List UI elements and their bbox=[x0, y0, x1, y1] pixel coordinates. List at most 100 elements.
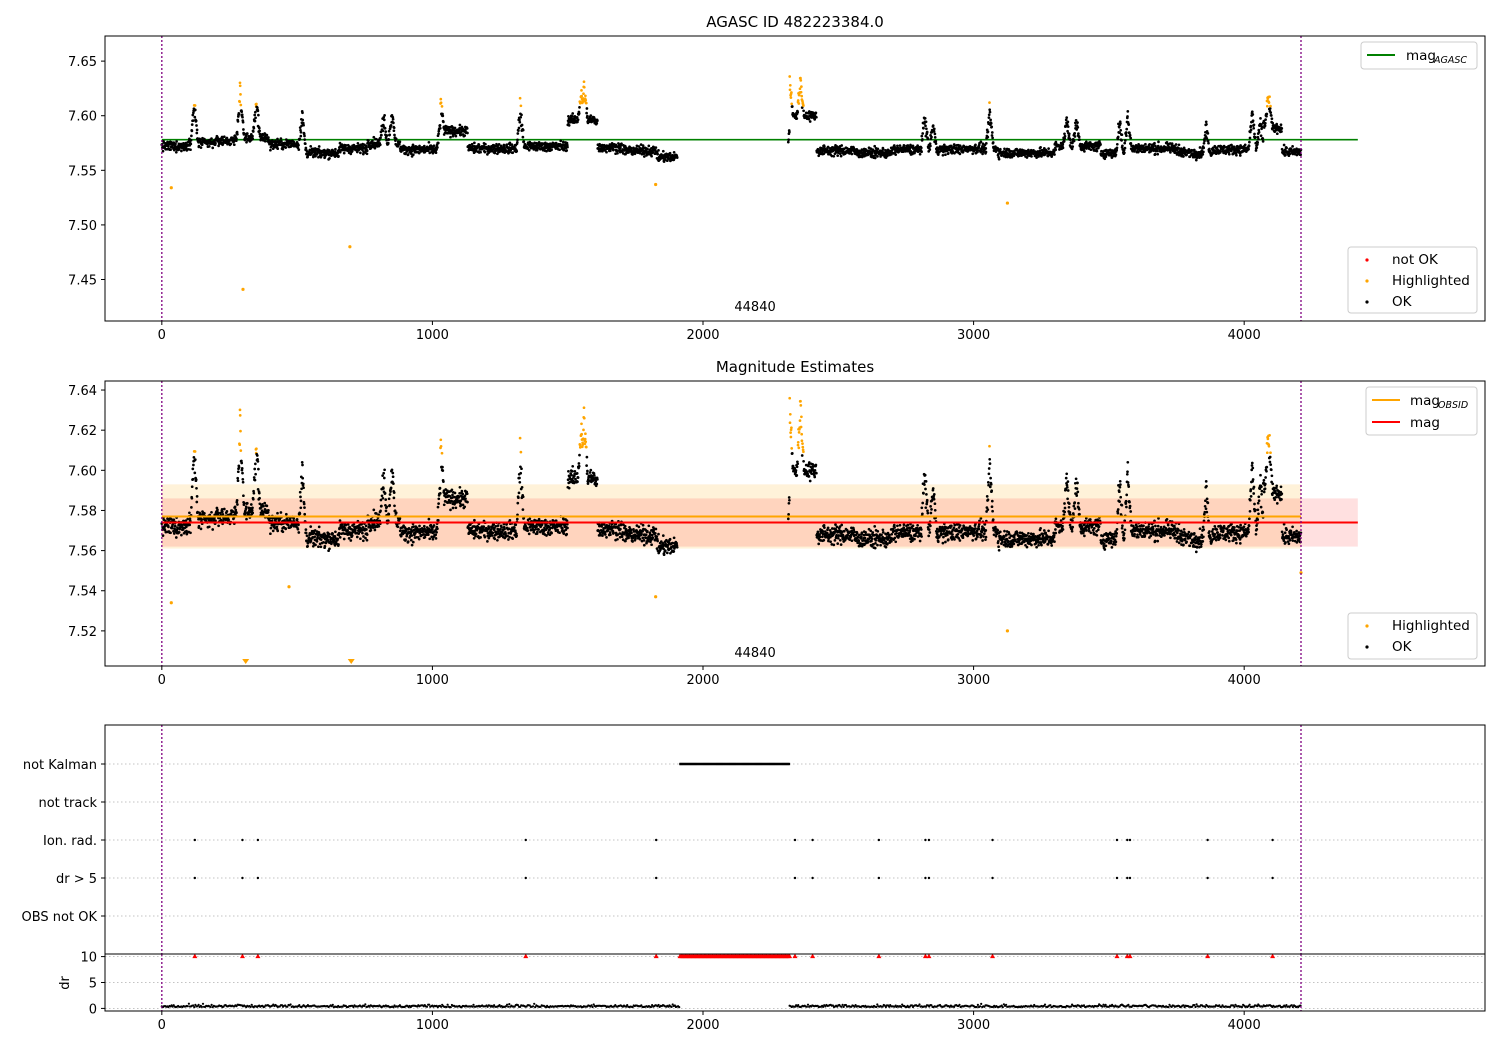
point-ok bbox=[1126, 115, 1129, 118]
point-ok bbox=[422, 524, 426, 528]
point-ok bbox=[461, 503, 465, 507]
point-ok bbox=[193, 458, 197, 461]
point-ok bbox=[256, 109, 260, 113]
point-ok bbox=[383, 468, 386, 472]
point-ok bbox=[567, 114, 570, 118]
point-ok bbox=[427, 140, 431, 144]
point-ok bbox=[477, 143, 481, 147]
point-ok bbox=[493, 537, 497, 541]
obsid-label: 44840 bbox=[734, 300, 775, 315]
point-ok bbox=[457, 495, 461, 499]
point-ok bbox=[494, 524, 498, 528]
point-ok bbox=[1243, 143, 1247, 147]
point-ok bbox=[236, 132, 239, 136]
point-ok bbox=[191, 467, 195, 471]
point-highlighted bbox=[238, 100, 242, 104]
point-ok bbox=[517, 496, 520, 500]
point-ok bbox=[302, 123, 305, 127]
point-ok bbox=[616, 151, 619, 155]
point-highlighted bbox=[439, 438, 443, 442]
point-ok bbox=[428, 537, 432, 541]
point-ok bbox=[902, 143, 906, 147]
point-ok bbox=[237, 466, 241, 469]
point-ok bbox=[255, 106, 259, 109]
point-ok bbox=[1074, 118, 1078, 122]
point-ok bbox=[355, 535, 359, 539]
point-ok bbox=[441, 465, 444, 469]
point-ok bbox=[1119, 122, 1122, 125]
point-ok bbox=[342, 537, 346, 541]
point-ok bbox=[256, 460, 260, 463]
point-ok bbox=[169, 531, 172, 535]
point-ok bbox=[385, 134, 389, 137]
point-ok bbox=[450, 488, 454, 492]
point-ok bbox=[411, 153, 415, 157]
point-ok bbox=[216, 137, 220, 141]
point-ok bbox=[1270, 117, 1274, 121]
point-ok bbox=[184, 519, 188, 523]
point-ok bbox=[434, 533, 438, 537]
point-ok bbox=[642, 155, 646, 158]
point-ok bbox=[1256, 141, 1260, 144]
point-ok bbox=[1198, 146, 1202, 149]
point-ok bbox=[301, 482, 305, 486]
point-ok bbox=[518, 480, 522, 484]
point-ok bbox=[255, 454, 259, 457]
point-ok bbox=[256, 488, 260, 491]
point-ok bbox=[546, 142, 549, 146]
point-ok bbox=[984, 147, 988, 150]
point-ok bbox=[576, 120, 579, 124]
point-ok bbox=[314, 543, 317, 547]
point-ok bbox=[1061, 142, 1065, 146]
point-ok bbox=[933, 136, 937, 139]
point-ok bbox=[192, 463, 195, 467]
point-ok bbox=[1155, 149, 1159, 153]
point-ok bbox=[1035, 156, 1038, 159]
point-ok bbox=[558, 148, 561, 152]
point-ok bbox=[451, 493, 454, 497]
point-ok bbox=[1157, 140, 1160, 144]
point-outlier bbox=[169, 186, 173, 190]
point-ok bbox=[281, 147, 285, 151]
point-ok bbox=[432, 524, 436, 527]
point-ok bbox=[518, 476, 521, 480]
point-ok bbox=[435, 530, 438, 534]
point-ok bbox=[240, 113, 244, 117]
point-ok bbox=[483, 150, 487, 154]
point-ok bbox=[372, 135, 376, 139]
point-ok bbox=[369, 528, 373, 532]
panel-magnitude-estimates: Magnitude Estimates 0 1000 2000 3000 40007.5… bbox=[68, 358, 1486, 688]
point-ok bbox=[388, 133, 392, 137]
point-ok bbox=[924, 120, 928, 124]
point-ok bbox=[382, 118, 386, 122]
point-ok bbox=[379, 130, 383, 134]
point-ok bbox=[353, 528, 357, 532]
point-ok bbox=[189, 138, 193, 142]
point-ok bbox=[1279, 123, 1283, 127]
point-ok bbox=[465, 127, 469, 130]
point-ok bbox=[989, 122, 993, 125]
point-ok bbox=[924, 124, 927, 128]
point-ok bbox=[984, 150, 988, 154]
point-ok bbox=[332, 538, 336, 542]
point-highlighted bbox=[440, 451, 444, 455]
point-ok bbox=[251, 506, 254, 510]
point-ok bbox=[251, 511, 255, 515]
point-ok bbox=[559, 139, 563, 143]
point-ok bbox=[469, 523, 472, 526]
point-ok bbox=[177, 530, 181, 534]
point-ok bbox=[301, 111, 304, 115]
point-ok bbox=[1115, 148, 1119, 152]
legend-swatch bbox=[1365, 300, 1369, 304]
point-ok bbox=[986, 130, 990, 134]
point-ok bbox=[1067, 132, 1071, 136]
point-ok bbox=[396, 145, 400, 148]
point-ok bbox=[251, 134, 254, 138]
point-ok bbox=[245, 132, 249, 135]
point-ok bbox=[210, 137, 213, 140]
point-ok bbox=[1269, 114, 1273, 117]
point-ok bbox=[398, 529, 402, 533]
point-ok bbox=[508, 518, 512, 522]
point-ok bbox=[1268, 107, 1272, 110]
point-ok bbox=[924, 134, 928, 138]
